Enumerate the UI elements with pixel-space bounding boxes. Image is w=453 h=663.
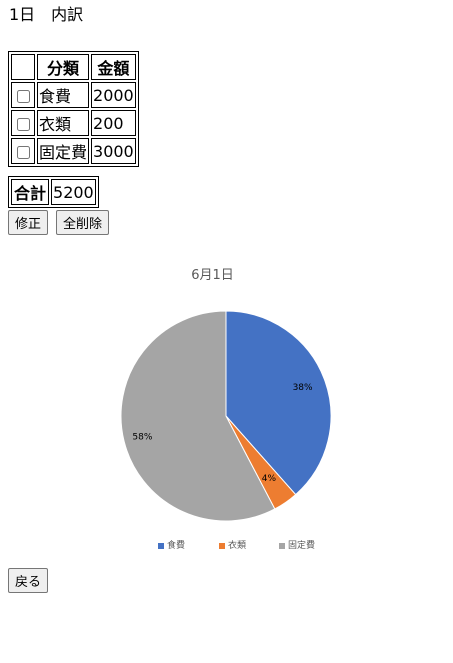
edit-button[interactable]: 修正 bbox=[8, 210, 49, 235]
legend-item-food: 食費 bbox=[158, 540, 185, 552]
row-checkbox-fixed[interactable] bbox=[16, 145, 30, 159]
data-label-fixed: 58% bbox=[132, 433, 152, 443]
row-amount: 200 bbox=[91, 110, 136, 136]
header-amount: 金額 bbox=[91, 54, 136, 80]
row-checkbox-food[interactable] bbox=[16, 89, 30, 103]
table-header-row: 分類 金額 bbox=[11, 54, 136, 80]
back-button[interactable]: 戻る bbox=[8, 568, 49, 593]
legend-item-fixed: 固定費 bbox=[279, 540, 315, 552]
total-table: 合計 5200 bbox=[8, 176, 99, 208]
row-category: 食費 bbox=[37, 82, 90, 108]
row-amount: 3000 bbox=[91, 138, 136, 164]
row-select-cell bbox=[11, 82, 35, 108]
row-category: 衣類 bbox=[37, 110, 90, 136]
row-amount: 2000 bbox=[91, 82, 136, 108]
pie-slice-food bbox=[225, 310, 332, 496]
row-category: 固定費 bbox=[37, 138, 90, 164]
legend-label-fixed: 固定費 bbox=[288, 541, 316, 551]
header-blank bbox=[11, 54, 35, 80]
breakdown-table: 分類 金額 食費 2000 衣類 200 固定費 3000 bbox=[8, 51, 139, 167]
row-checkbox-clothing[interactable] bbox=[16, 117, 30, 131]
total-label: 合計 bbox=[11, 179, 50, 205]
data-label-food: 38% bbox=[293, 383, 313, 393]
chart-title: 6月1日 bbox=[191, 268, 234, 283]
chart-legend: 食費 衣類 固定費 bbox=[0, 540, 453, 554]
pie-chart-svg: 38% 4% 58% bbox=[120, 310, 332, 522]
row-select-cell bbox=[11, 138, 35, 164]
pie-slice-fixed bbox=[120, 310, 276, 522]
table-row: 食費 2000 bbox=[11, 82, 136, 108]
total-row: 合計 5200 bbox=[11, 179, 96, 205]
table-row: 衣類 200 bbox=[11, 110, 136, 136]
legend-swatch-food bbox=[158, 542, 164, 549]
row-select-cell bbox=[11, 110, 35, 136]
pie-chart: 6月1日 38% 4% 58% 食費 衣類 固定費 bbox=[0, 255, 453, 565]
legend-swatch-fixed bbox=[279, 542, 285, 549]
legend-label-clothing: 衣類 bbox=[228, 541, 247, 551]
legend-item-clothing: 衣類 bbox=[219, 540, 246, 552]
table-row: 固定費 3000 bbox=[11, 138, 136, 164]
header-category: 分類 bbox=[37, 54, 90, 80]
legend-label-food: 食費 bbox=[167, 541, 186, 551]
total-value: 5200 bbox=[51, 179, 96, 205]
legend-swatch-clothing bbox=[219, 542, 225, 549]
data-label-clothing: 4% bbox=[262, 474, 277, 484]
delete-all-button[interactable]: 全削除 bbox=[56, 210, 110, 235]
page-title: 1日 内訳 bbox=[9, 5, 84, 24]
